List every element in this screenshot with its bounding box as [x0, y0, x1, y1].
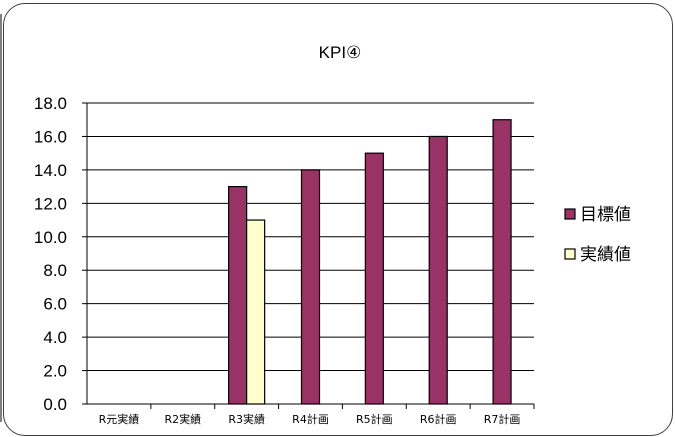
- bar-target: [492, 119, 512, 405]
- bar-target: [364, 152, 384, 405]
- bar-target: [300, 169, 321, 405]
- y-tick-label: 14.0: [34, 161, 67, 180]
- chart-title: KPI④: [319, 43, 362, 62]
- chart-frame: [3, 3, 673, 436]
- y-tick-label: 0.0: [43, 395, 67, 414]
- x-tick-label: R7計画: [484, 412, 521, 426]
- x-tick-label: R5計画: [356, 412, 393, 426]
- y-tick-label: 8.0: [43, 261, 67, 280]
- x-tick-label: R4計画: [292, 412, 329, 426]
- bars: [228, 119, 512, 405]
- legend-swatch: [564, 248, 576, 260]
- left-edge-border: [0, 14, 2, 422]
- bar-target: [228, 186, 248, 405]
- y-tick-label: 6.0: [43, 295, 67, 314]
- x-tick-label: R元実績: [99, 412, 140, 426]
- y-tick-label: 16.0: [34, 127, 67, 146]
- y-tick-label: 4.0: [43, 328, 67, 347]
- tick-labels: 0.0 2.0 4.0 6.0 8.0 10.0 12.0 14.0 16.0 18.0 R元実績 R…: [34, 94, 520, 426]
- x-tick-label: R2実績: [164, 412, 201, 426]
- legend-label: 実績値: [580, 245, 631, 265]
- y-tick-label: 18.0: [34, 94, 67, 113]
- y-tick-label: 12.0: [34, 194, 67, 213]
- bar-actual: [246, 219, 266, 405]
- x-tick-label: R6計画: [420, 412, 457, 426]
- x-tick-label: R3実績: [228, 412, 265, 426]
- legend-label: 目標値: [580, 205, 631, 225]
- y-tick-label: 10.0: [34, 228, 67, 247]
- legend-swatch: [564, 208, 576, 220]
- y-tick-label: 2.0: [43, 362, 67, 381]
- bar-target: [428, 135, 448, 405]
